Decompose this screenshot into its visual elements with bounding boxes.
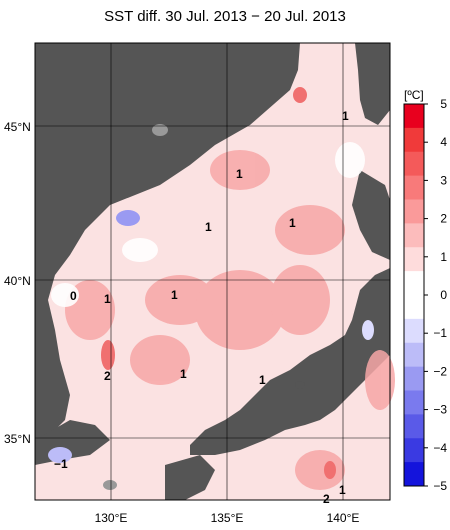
contour-label: 1	[205, 220, 212, 234]
colorbar-cell	[404, 271, 424, 296]
strong-warm-patches	[101, 87, 336, 479]
graticule	[35, 43, 390, 500]
kyushu-landmass	[165, 455, 215, 500]
colorbar-cell	[404, 462, 424, 487]
colorbar-cell	[404, 342, 424, 368]
island	[295, 381, 305, 389]
contour-label: 1	[259, 373, 266, 387]
hokkaido-landmass	[352, 170, 390, 260]
colorbar-cell	[404, 414, 424, 439]
colorbar-cell	[404, 104, 424, 129]
lat-label-40: 40°N	[4, 274, 31, 288]
colorbar-cell	[404, 223, 424, 248]
contour-label: 1	[339, 483, 346, 497]
contour-label: 1	[342, 109, 349, 123]
map-frame	[34, 42, 391, 501]
colorbar-tick-label: −2	[433, 364, 447, 378]
colorbar-cell	[404, 318, 424, 344]
map-area	[34, 42, 395, 501]
latitude-labels: 45°N 40°N 35°N	[4, 120, 31, 446]
honshu-landmass	[190, 268, 390, 455]
colorbar-tick-label: −5	[433, 479, 447, 493]
contour-label: 2	[104, 369, 111, 383]
colorbar-tick-label: −1	[433, 326, 447, 340]
colorbar-cell	[404, 390, 424, 415]
colorbar-tick-label: 4	[440, 135, 447, 149]
contour-label: 1	[289, 216, 296, 230]
lon-label-135: 135°E	[211, 511, 244, 525]
lon-label-140: 140°E	[327, 511, 360, 525]
longitude-labels: 130°E 135°E 140°E	[95, 511, 360, 525]
contour-label: 1	[180, 367, 187, 381]
continent-landmass	[35, 43, 300, 450]
colorbar-cell	[404, 199, 424, 224]
colorbar-tick-label: −4	[433, 441, 447, 455]
colorbar-cell	[404, 366, 424, 391]
colorbar-cell	[404, 295, 424, 320]
colorbar-cell	[404, 438, 424, 463]
contour-label: −1	[54, 457, 68, 471]
colorbar-tick-label: −3	[433, 403, 447, 417]
island	[103, 480, 117, 490]
colorbar-tick-label: 0	[440, 288, 447, 302]
contour-label: 1	[104, 292, 111, 306]
colorbar-cell	[404, 175, 424, 200]
unit-label: [ºC]	[404, 88, 424, 102]
contour-label: 0	[70, 289, 77, 303]
neutral-patches	[51, 142, 365, 307]
contour-label: 1	[171, 288, 178, 302]
map-title: SST diff. 30 Jul. 2013 − 20 Jul. 2013	[104, 8, 346, 25]
colorbar-tick-label: 1	[440, 250, 447, 264]
colorbar-cell	[404, 127, 424, 153]
lat-label-45: 45°N	[4, 120, 31, 134]
contour-label: 2	[323, 492, 330, 506]
island	[152, 124, 168, 136]
lat-label-35: 35°N	[4, 432, 31, 446]
colorbar-cell	[404, 151, 424, 177]
sakhalin-landmass	[355, 43, 390, 125]
colorbar-tick-label: 5	[440, 97, 447, 111]
colorbar-cell	[404, 247, 424, 272]
colorbar: [ºC] 5 4 3 2 1 0 −1 −2 −3 −4 −5	[403, 88, 447, 493]
colorbar-tick-label: 3	[440, 173, 447, 187]
contour-labels: 1 1 1 1 0 1 1 2 1 1 −1 2 1	[54, 109, 349, 506]
lon-label-130: 130°E	[95, 511, 128, 525]
cool-anomaly-patches	[48, 210, 374, 463]
colorbar-tick-label: 2	[440, 212, 447, 226]
contour-label: 1	[236, 167, 243, 181]
